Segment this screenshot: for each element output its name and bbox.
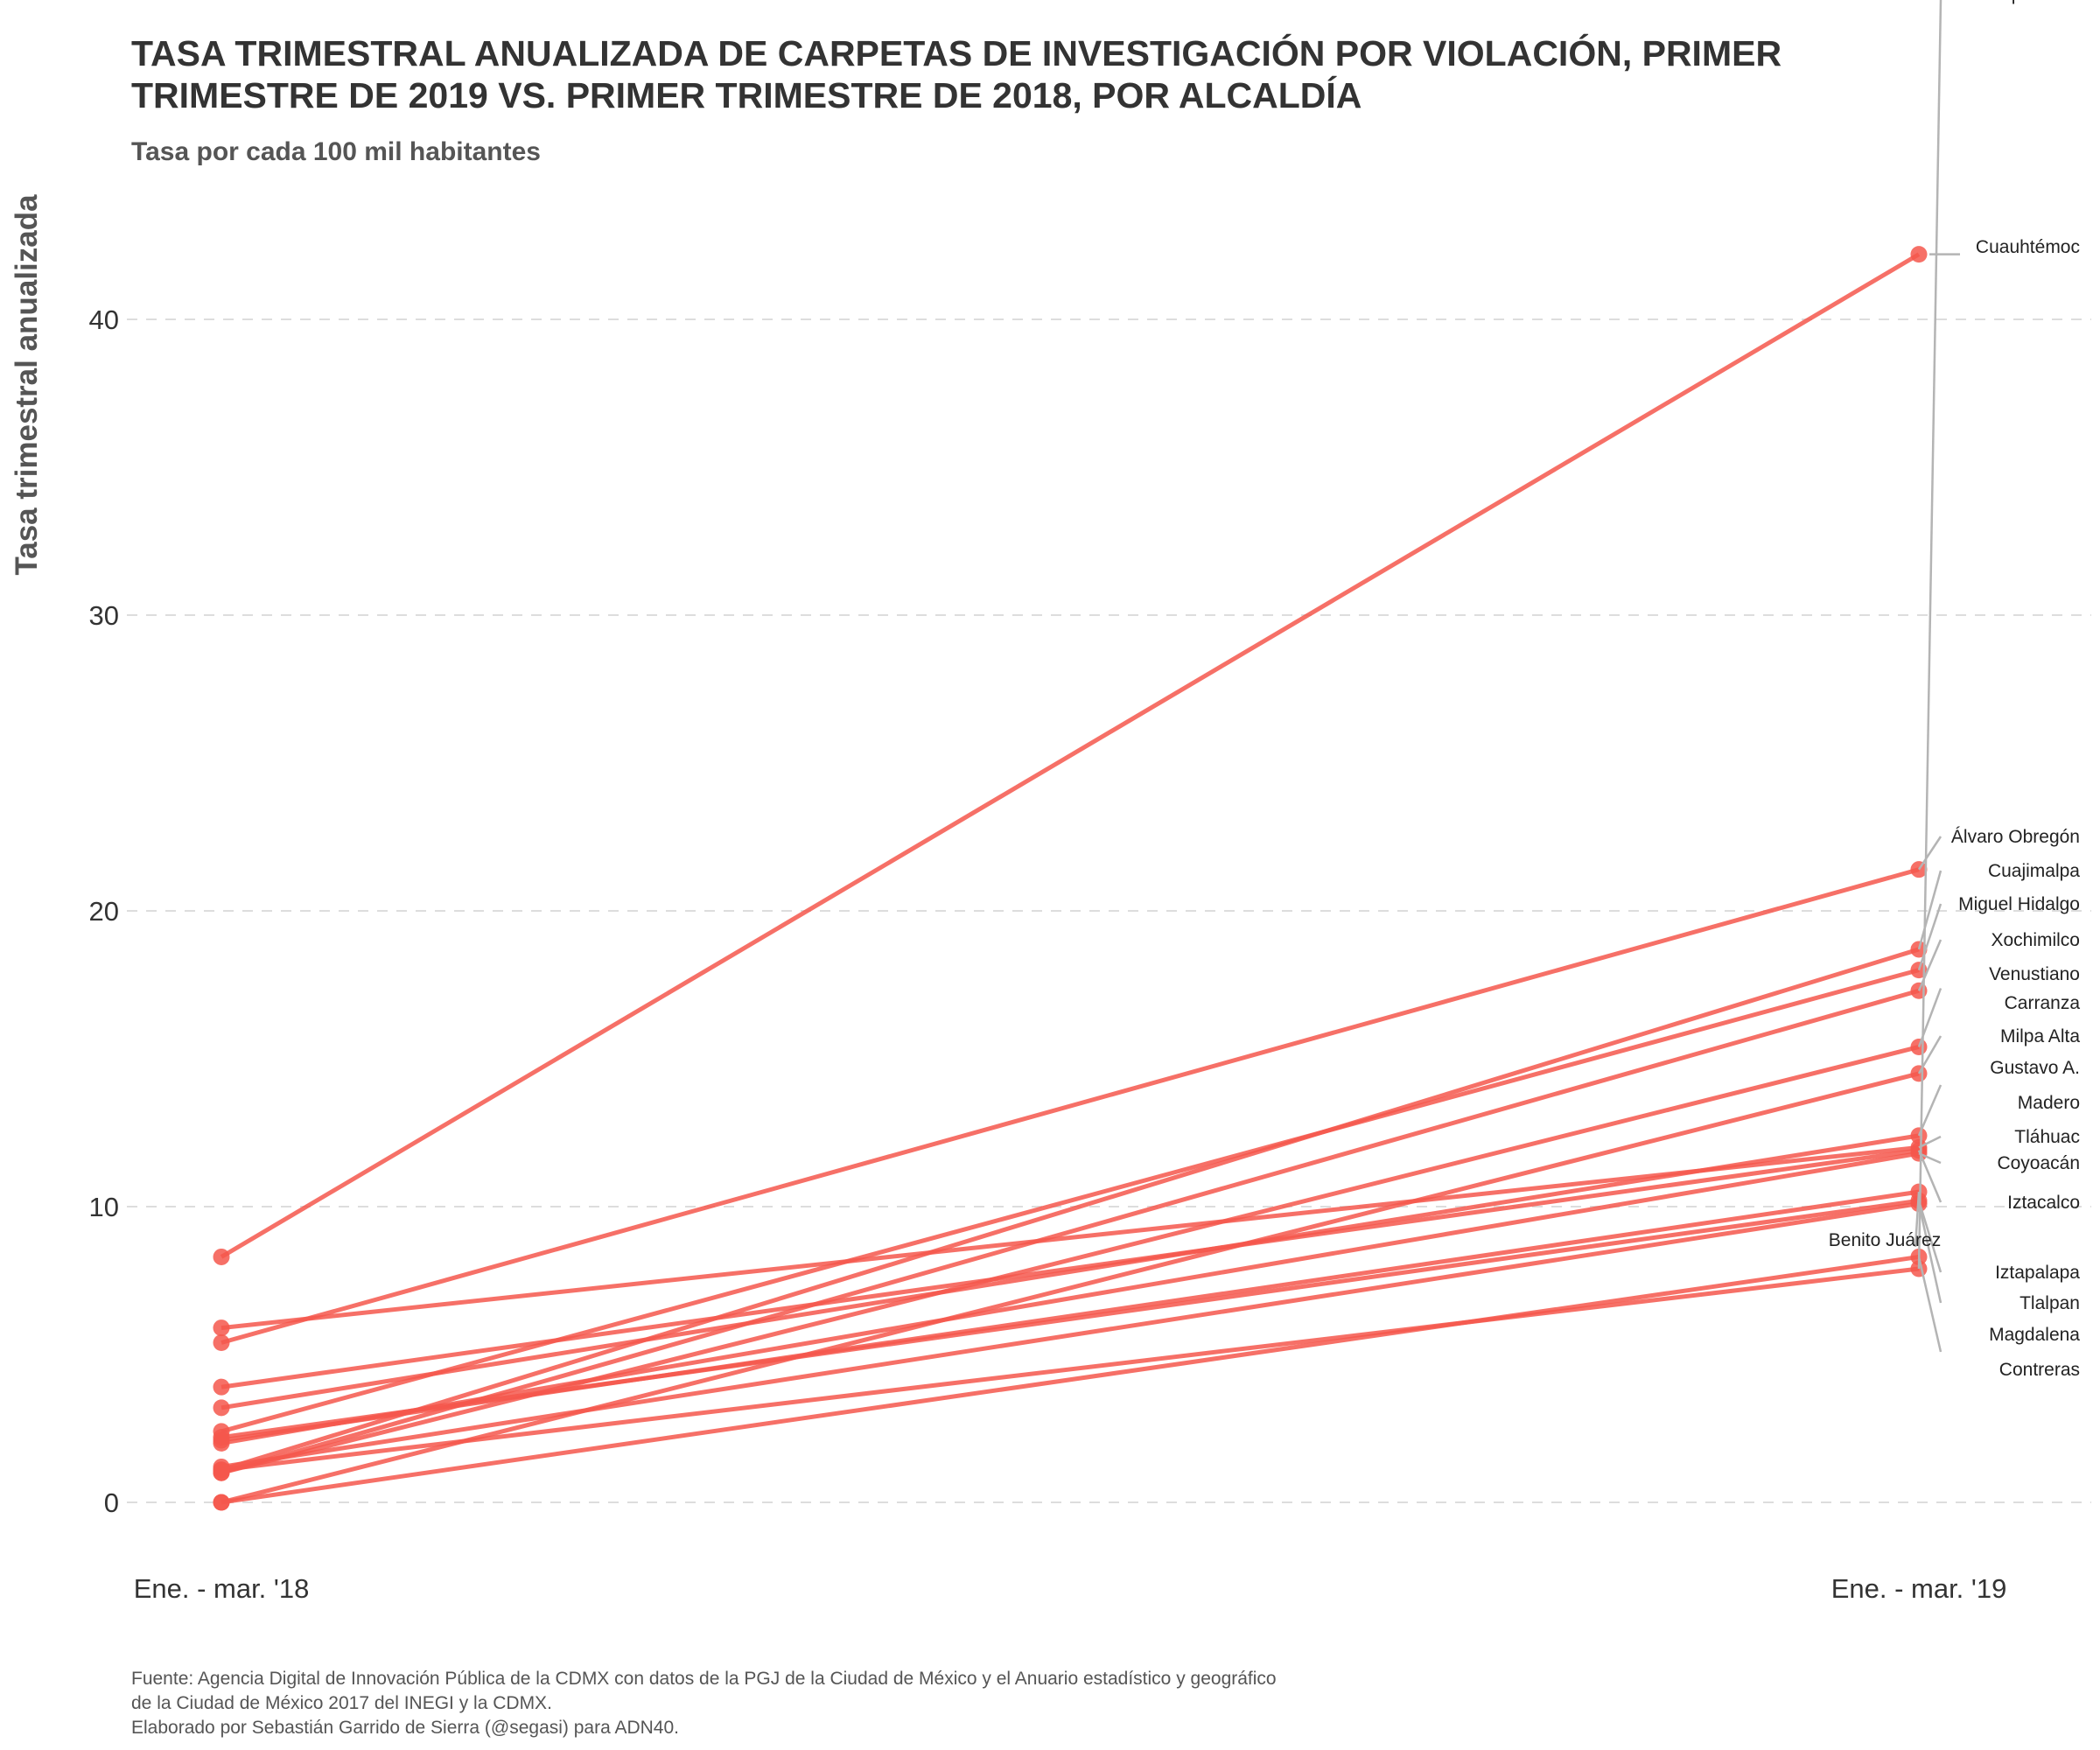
y-axis-ticks: 0 10 20 30 40	[89, 304, 119, 1518]
series-label: Tláhuac	[2014, 1127, 2080, 1147]
label-leader	[1917, 0, 1942, 1270]
gridlines	[127, 318, 2091, 1503]
data-point	[213, 1461, 230, 1479]
x-axis-ticks: Ene. - mar. '18 Ene. - mar. '19	[134, 1573, 2007, 1604]
y-tick-label: 0	[104, 1488, 119, 1518]
label-leader	[1918, 1152, 1942, 1165]
series-label: Cuauhtémoc	[1976, 237, 2080, 257]
series-line	[220, 1198, 1920, 1440]
y-tick-label: 10	[89, 1192, 119, 1222]
data-point	[213, 1494, 230, 1511]
label-leader	[1917, 939, 1942, 991]
data-point	[213, 1429, 230, 1446]
data-point	[213, 1334, 230, 1351]
data-point	[1910, 246, 1928, 263]
series-line	[220, 867, 1920, 1345]
series-line	[220, 1148, 1920, 1390]
data-point	[213, 1320, 230, 1337]
caption-line-2: de la Ciudad de México 2017 del INEGI y …	[131, 1693, 552, 1713]
label-leaders	[1914, 0, 1960, 1353]
series-line	[220, 1254, 1920, 1505]
label-leader	[1917, 1256, 1942, 1353]
series-label: Venustiano	[1989, 964, 2080, 984]
series-line	[220, 1151, 1920, 1446]
series-label: Álvaro Obregón	[1951, 827, 2080, 847]
label-leader	[1918, 1135, 1942, 1149]
chart-subtitle: Tasa por cada 100 mil habitantes	[131, 137, 541, 166]
series-label: Magdalena	[1989, 1325, 2080, 1345]
series-label: Xochimilco	[1991, 930, 2080, 950]
series-label: Cuajimalpa	[1988, 861, 2080, 881]
series-label: Milpa Alta	[2000, 1026, 2080, 1046]
series-label: Benito Juárez	[1829, 1230, 1941, 1250]
series-line	[220, 968, 1920, 1434]
y-tick-label: 20	[89, 896, 119, 927]
y-tick-label: 40	[89, 304, 119, 335]
label-leader	[1917, 1203, 1942, 1304]
caption-line-3: Elaborado por Sebastián Garrido de Sierr…	[131, 1718, 679, 1738]
series-label: Coyoacán	[1997, 1153, 2080, 1173]
series-line	[220, 1144, 1920, 1331]
chart-title: TASA TRIMESTRAL ANUALIZADA DE CARPETAS D…	[131, 33, 1782, 116]
series-label: Miguel Hidalgo	[1958, 894, 2080, 914]
series-label: Madero	[2018, 1093, 2080, 1113]
y-tick-label: 30	[89, 600, 119, 631]
series-line	[220, 1133, 1920, 1410]
series-line	[220, 1071, 1920, 1505]
label-leader	[1917, 1150, 1942, 1203]
series-line	[220, 1201, 1920, 1469]
series-line	[220, 1045, 1920, 1475]
label-leader	[1917, 1200, 1942, 1273]
series-labels: Cuauhtémoc Álvaro Obregón Cuajimalpa Miguel…	[1829, 0, 2081, 1380]
chart-title-line-1: TASA TRIMESTRAL ANUALIZADA DE CARPETAS D…	[131, 33, 1782, 74]
series-label: Carranza	[2005, 993, 2081, 1013]
chart-title-line-2: TRIMESTRE DE 2019 VS. PRIMER TRIMESTRE D…	[131, 75, 1362, 116]
series-label: Gustavo A.	[1990, 1058, 2080, 1078]
series-label: Contreras	[1999, 1360, 2080, 1380]
label-leader	[1917, 1084, 1942, 1137]
data-point	[213, 1248, 230, 1265]
series-label: Azcapotzalco	[1970, 0, 2080, 4]
label-leader	[1917, 836, 1942, 871]
series-line	[220, 988, 1920, 1475]
label-leader	[1917, 870, 1942, 950]
y-axis-title: Tasa trimestral anualizada	[10, 194, 44, 576]
series-line	[220, 1266, 1920, 1473]
data-point	[213, 1378, 230, 1396]
caption: Fuente: Agencia Digital de Innovación Pú…	[131, 1669, 1277, 1738]
caption-line-1: Fuente: Agencia Digital de Innovación Pú…	[131, 1669, 1277, 1689]
x-tick-label: Ene. - mar. '19	[1831, 1573, 2007, 1604]
series-line	[220, 252, 1921, 1259]
series-label: Iztapalapa	[1995, 1263, 2080, 1283]
series-label: Iztacalco	[2007, 1193, 2080, 1213]
x-tick-label: Ene. - mar. '18	[134, 1573, 310, 1604]
label-leader	[1917, 903, 1942, 970]
series-line	[220, 947, 1920, 1473]
series-lines	[220, 252, 1921, 1505]
series-label: Tlalpan	[2020, 1293, 2080, 1313]
data-point	[213, 1399, 230, 1417]
